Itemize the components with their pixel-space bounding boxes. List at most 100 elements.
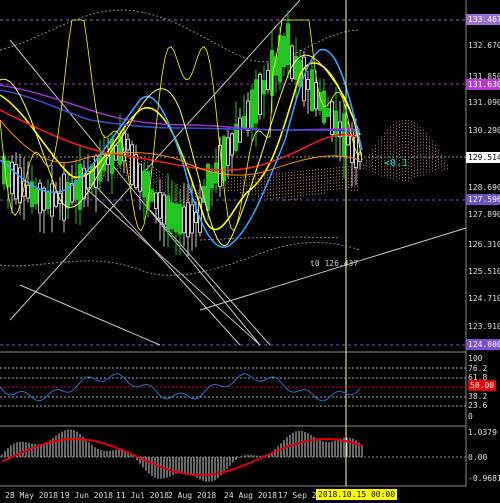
cloud-dot: [405, 162, 406, 163]
cloud-dot: [156, 172, 157, 174]
candle-body: [250, 89, 254, 128]
cloud-dot: [228, 178, 229, 180]
cloud-dot: [354, 186, 355, 188]
cloud-dot: [258, 175, 259, 177]
cloud-dot: [300, 192, 301, 193]
cloud-dot: [405, 156, 406, 157]
cloud-dot: [279, 197, 280, 199]
cloud-dot: [420, 174, 421, 176]
cloud-dot: [423, 165, 424, 167]
candle-body: [74, 180, 78, 200]
cloud-dot: [444, 162, 445, 164]
cloud-dot: [276, 188, 277, 190]
cloud-dot: [438, 158, 439, 160]
cloud-dot: [405, 150, 406, 151]
cloud-dot: [294, 195, 295, 197]
cloud-dot: [339, 170, 340, 172]
cloud-dot: [120, 171, 121, 173]
cloud-dot: [357, 168, 358, 170]
cloud-dot: [429, 169, 430, 171]
cloud-dot: [321, 168, 322, 170]
cloud-dot: [270, 186, 271, 187]
macd-level-label: -0.9681: [468, 474, 500, 483]
cloud-dot: [408, 177, 409, 179]
cloud-dot: [444, 159, 445, 161]
cloud-dot: [129, 173, 130, 174]
cloud-dot: [369, 163, 370, 165]
rsi-pane[interactable]: [0, 367, 466, 407]
cloud-dot: [435, 151, 436, 152]
cloud-dot: [348, 181, 349, 183]
cloud-dot: [378, 158, 379, 160]
cloud-label: <0.1: [384, 158, 409, 169]
time-label: 19 Jun 2018: [60, 491, 113, 500]
cloud-dot: [105, 176, 106, 178]
cloud-dot: [318, 178, 319, 180]
cloud-dot: [234, 177, 235, 179]
cloud-dot: [318, 172, 319, 174]
cloud-dot: [396, 179, 397, 181]
cloud-dot: [255, 175, 256, 177]
cloud-dot: [399, 172, 400, 174]
cloud-dot: [396, 164, 397, 166]
cloud-dot: [285, 187, 286, 189]
cloud-dot: [438, 155, 439, 157]
cloud-dot: [288, 187, 289, 189]
cloud-dot: [393, 172, 394, 174]
cloud-dot: [393, 133, 394, 135]
cloud-dot: [378, 146, 379, 148]
cloud-dot: [294, 171, 295, 173]
cloud-dot: [426, 165, 427, 167]
cloud-dot: [330, 183, 331, 184]
cloud-dot: [117, 174, 118, 175]
candle-body: [82, 167, 86, 199]
cloud-dot: [375, 157, 376, 158]
cloud-dot: [129, 158, 130, 159]
cloud-dot: [231, 177, 232, 179]
cloud-dot: [381, 145, 382, 147]
cloud-dot: [144, 160, 145, 161]
cloud-dot: [378, 149, 379, 151]
cloud-dot: [411, 160, 412, 162]
cloud-dot: [318, 193, 319, 195]
cloud-dot: [423, 141, 424, 143]
cloud-dot: [333, 188, 334, 190]
cloud-dot: [303, 173, 304, 175]
candle-body: [226, 137, 230, 166]
cloud-dot: [414, 140, 415, 142]
cloud-dot: [393, 166, 394, 168]
cloud-dot: [408, 168, 409, 170]
macd-pane[interactable]: [0, 429, 466, 482]
cloud-dot: [357, 174, 358, 176]
cloud-dot: [387, 168, 388, 170]
cloud-dot: [417, 142, 418, 144]
cloud-dot: [408, 180, 409, 182]
cloud-dot: [228, 184, 229, 186]
price-level-tag: 127.596: [466, 194, 500, 205]
cloud-dot: [405, 159, 406, 160]
cloud-dot: [258, 190, 259, 192]
cloud-dot: [243, 185, 244, 187]
cloud-dot: [174, 188, 175, 190]
cloud-dot: [426, 141, 427, 143]
cloud-dot: [270, 192, 271, 193]
cloud-dot: [393, 148, 394, 150]
rsi-level-label: 38.2: [468, 392, 488, 401]
cloud-dot: [327, 189, 328, 191]
cloud-dot: [390, 156, 391, 158]
cloud-dot: [426, 171, 427, 173]
cloud-dot: [375, 151, 376, 152]
cloud-dot: [165, 179, 166, 181]
candle-body: [18, 167, 22, 204]
cloud-dot: [333, 182, 334, 184]
cloud-dot: [261, 186, 262, 188]
cloud-dot: [438, 164, 439, 166]
cloud-dot: [393, 163, 394, 165]
cloud-dot: [258, 178, 259, 180]
cloud-dot: [69, 177, 70, 179]
candle-body: [150, 189, 154, 202]
cloud-dot: [381, 166, 382, 168]
cloud-dot: [432, 140, 433, 142]
cloud-dot: [120, 168, 121, 170]
